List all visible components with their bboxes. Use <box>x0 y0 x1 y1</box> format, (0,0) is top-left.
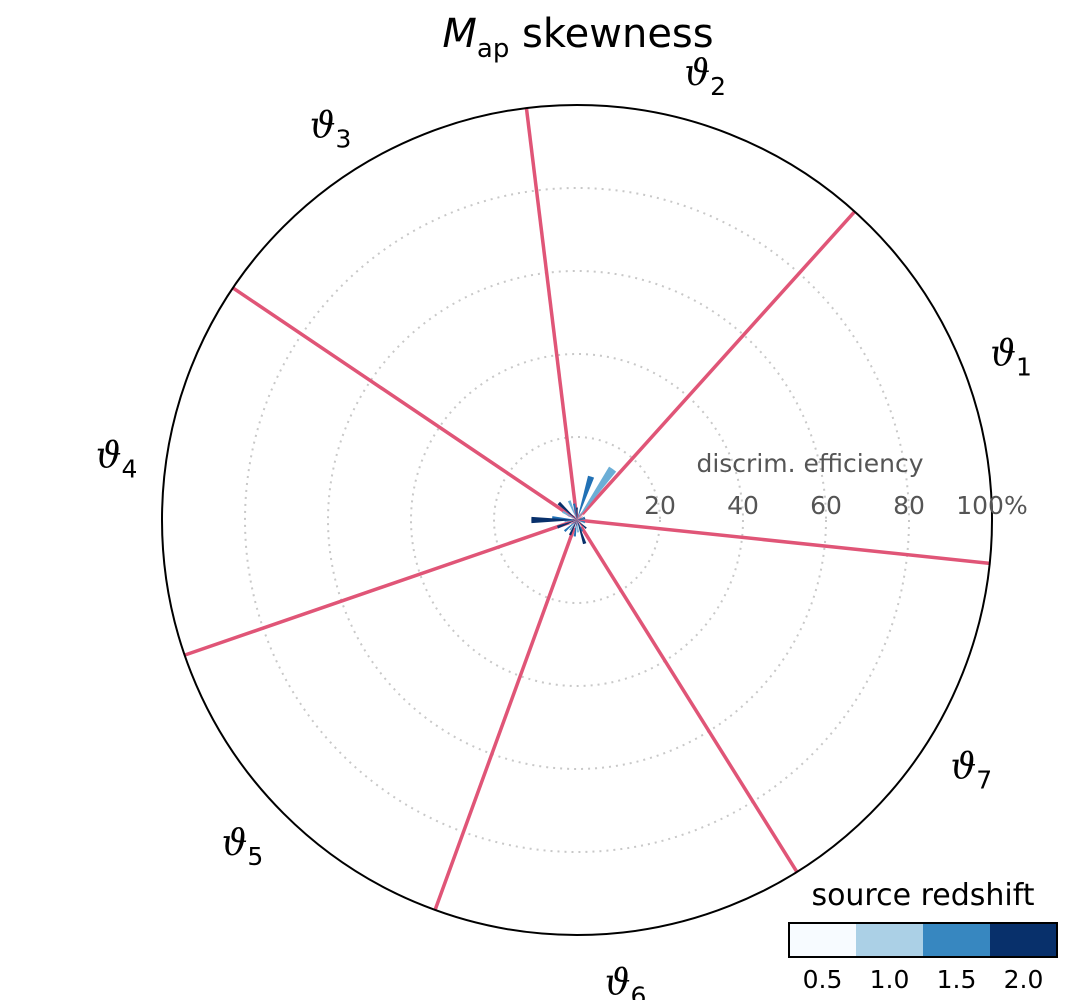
bar-z0.5-5 <box>574 520 577 529</box>
bar-z2.0-0 <box>576 507 578 520</box>
bar-z0.5-3 <box>569 516 577 520</box>
outer-ring <box>161 104 993 936</box>
sector-label-2: ϑ2 <box>684 53 726 101</box>
sector-label-5: ϑ5 <box>222 823 264 871</box>
bar-z0.5-4 <box>569 520 577 525</box>
colorbar-cell-3 <box>923 923 990 957</box>
colorbar-cell-2 <box>856 923 923 957</box>
grid-ring-40 <box>410 353 744 687</box>
radial-tick-80: 80 <box>893 491 925 520</box>
sector-label-7: ϑ7 <box>951 746 993 794</box>
colorbar-cells <box>789 923 1057 957</box>
efficiency-bars <box>531 466 617 545</box>
bar-z1.0-5 <box>577 520 579 533</box>
bar-z1.5-0 <box>577 475 595 520</box>
chart-title: Map skewness <box>442 11 713 64</box>
bar-z1.5-5 <box>577 520 584 532</box>
radial-axis-label: discrim. efficiency <box>696 449 923 478</box>
bar-z2.0-4 <box>568 520 577 536</box>
bar-z1.5-4 <box>573 520 577 537</box>
bar-z1.0-4 <box>569 520 577 531</box>
radial-tick-100: 100% <box>956 491 1027 520</box>
bar-z1.0-1 <box>567 500 577 520</box>
colorbar-cell-1 <box>789 923 856 957</box>
outer-boundary <box>161 104 993 936</box>
sector-label-1: ϑ1 <box>990 333 1032 381</box>
colorbar-tick-0.5: 0.5 <box>803 965 843 994</box>
sector-labels: ϑ1 ϑ2 ϑ3 ϑ4 ϑ5 ϑ6 ϑ7 <box>96 53 1032 1000</box>
colorbar-tick-1.0: 1.0 <box>870 965 910 994</box>
grid-ring-60 <box>327 270 827 770</box>
bar-z1.5-1 <box>572 503 577 520</box>
radial-tick-labels: 20 40 60 80 100% <box>644 491 1028 520</box>
spoke-5 <box>184 518 578 657</box>
sector-label-6: ϑ6 <box>605 962 647 1000</box>
colorbar-frame <box>788 922 1058 958</box>
bar-z2.0-3 <box>557 520 577 529</box>
spoke-6 <box>433 519 579 911</box>
bar-z2.0-6 <box>577 520 587 529</box>
bar-z0.5-1 <box>577 508 583 520</box>
colorbar-tick-2.0: 2.0 <box>1004 965 1044 994</box>
spoke-1 <box>576 518 990 566</box>
colorbar-title: source redshift <box>811 878 1034 913</box>
bar-z0.5-6 <box>577 520 582 528</box>
bar-z0.5-7 <box>577 520 585 525</box>
bar-z0.5-0 <box>577 514 584 520</box>
colorbar-ticks: 0.5 1.0 1.5 2.0 <box>803 965 1044 994</box>
grid-ring-20 <box>493 436 661 604</box>
spoke-2 <box>575 210 856 522</box>
bar-z2.0-5 <box>577 520 587 545</box>
title-symbol: M <box>442 11 477 57</box>
bar-z1.5-7 <box>577 520 586 523</box>
sector-label-4: ϑ4 <box>96 435 138 483</box>
grid-ring-80 <box>244 187 910 853</box>
bar-z1.0-0 <box>577 466 617 520</box>
spoke-3 <box>524 107 579 521</box>
bar-z2.0-7 <box>577 517 586 520</box>
radial-tick-60: 60 <box>810 491 842 520</box>
bar-z1.0-6 <box>577 520 585 524</box>
svg-text:Map skewness: Map skewness <box>442 11 713 64</box>
sector-spokes <box>184 107 990 911</box>
sector-label-3: ϑ3 <box>310 106 352 154</box>
radial-grid <box>244 187 910 853</box>
colorbar-cell-4 <box>990 923 1057 957</box>
colorbar-tick-1.5: 1.5 <box>937 965 977 994</box>
bar-z1.5-6 <box>577 516 585 520</box>
radial-tick-20: 20 <box>644 491 676 520</box>
bar-z2.0-1 <box>557 501 577 520</box>
colorbar: source redshift 0.5 1.0 1.5 2.0 <box>788 878 1058 994</box>
radial-tick-40: 40 <box>727 491 759 520</box>
title-text: skewness <box>509 11 713 57</box>
title-subscript: ap <box>477 34 509 64</box>
bar-z0.5-2 <box>570 508 577 520</box>
bar-z1.0-2 <box>562 510 577 520</box>
spoke-7 <box>575 519 799 873</box>
bar-z1.5-3 <box>563 520 577 532</box>
bar-z2.0-2 <box>531 516 577 524</box>
spoke-4 <box>231 286 578 522</box>
